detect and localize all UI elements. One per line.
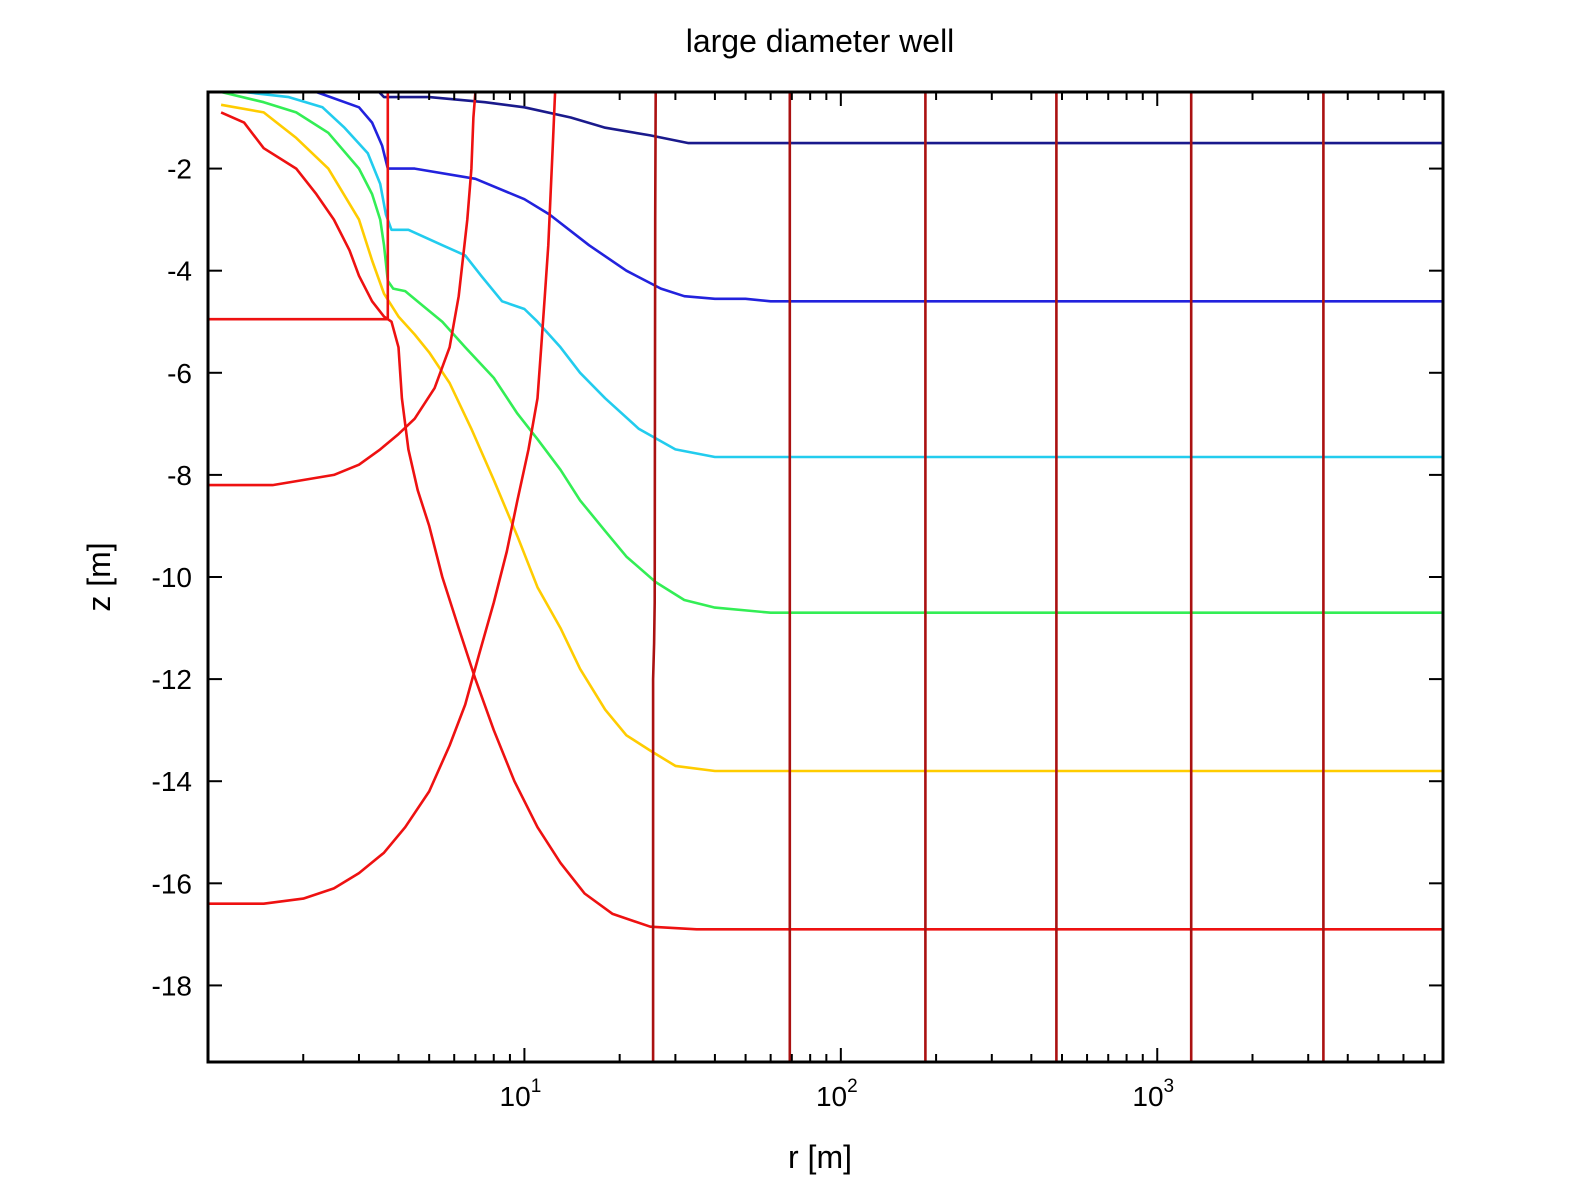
y-axis-label: z [m] xyxy=(81,542,117,611)
series-line-6 xyxy=(220,111,1443,931)
series-line-5 xyxy=(220,103,1443,773)
y-tick-label: -6 xyxy=(167,358,192,389)
series-line-7 xyxy=(208,91,477,487)
x-tick-label: 101 xyxy=(500,1076,542,1112)
series-line-1 xyxy=(378,91,1443,145)
series-line-3 xyxy=(243,90,1443,459)
y-tick-label: -14 xyxy=(152,766,192,797)
y-tick-label: -8 xyxy=(167,460,192,491)
y-tick-label: -16 xyxy=(152,868,192,899)
y-tick-label: -4 xyxy=(167,256,192,287)
series-line-9 xyxy=(208,92,390,321)
series-line-10 xyxy=(651,91,658,1062)
chart-title: large diameter well xyxy=(686,23,955,59)
x-tick-label: 103 xyxy=(1132,1076,1174,1112)
y-tick-label: -12 xyxy=(152,664,192,695)
y-tick-label: -18 xyxy=(152,970,192,1001)
y-tick-label: -10 xyxy=(152,562,192,593)
series-layer xyxy=(208,90,1443,1062)
series-line-4 xyxy=(220,90,1443,615)
y-tick-label: -2 xyxy=(167,154,192,185)
series-line-8 xyxy=(208,91,557,906)
x-axis-label: r [m] xyxy=(788,1139,852,1175)
x-tick-label: 102 xyxy=(816,1076,858,1112)
ticks-layer: -2 -4 -6 -8 -10 -12 -14 -16 -18 101 102 103 xyxy=(152,92,1443,1112)
